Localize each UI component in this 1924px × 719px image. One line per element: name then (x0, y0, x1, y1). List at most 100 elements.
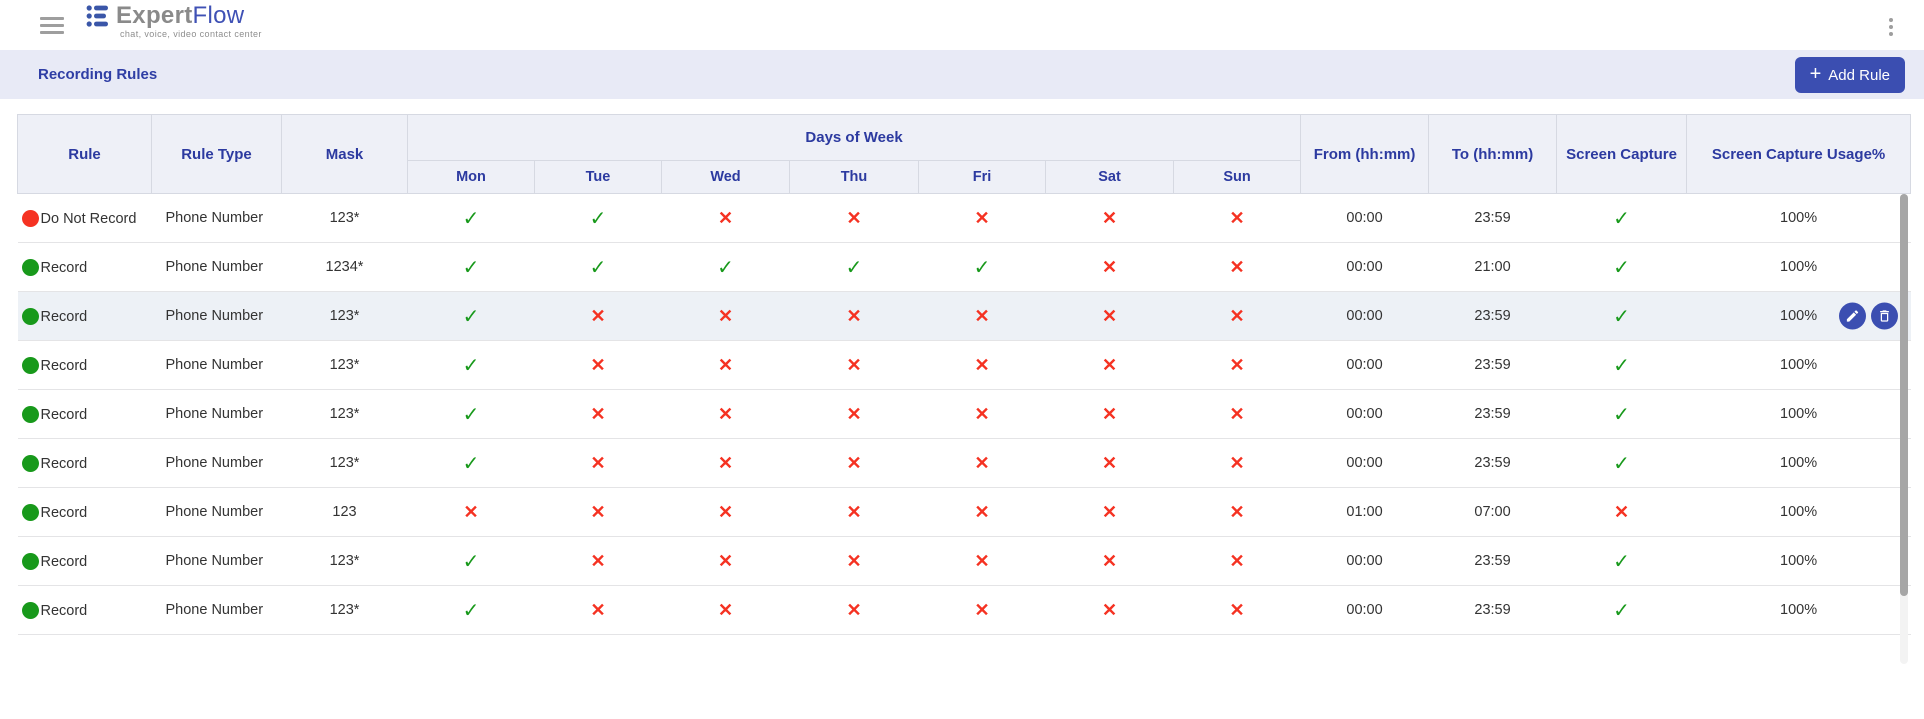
day-sun-cell: ✕ (1173, 340, 1301, 390)
rule-type-cell: Phone Number (151, 536, 282, 586)
day-fri-cell: ✕ (918, 193, 1046, 243)
from-cell: 00:00 (1300, 291, 1429, 341)
day-wed-cell: ✕ (661, 291, 790, 341)
kebab-menu-icon[interactable] (1884, 13, 1898, 41)
to-cell: 23:59 (1428, 438, 1557, 488)
status-dot (21, 503, 39, 521)
table-row[interactable]: Record Phone Number 123* ✓ ✕ ✕ ✕ ✕ ✕ ✕ 0… (17, 585, 1911, 635)
status-dot (21, 356, 39, 374)
day-mon-cell: ✓ (407, 340, 535, 390)
usage-cell: 100% (1686, 193, 1911, 243)
table-row[interactable]: Record Phone Number 123 ✕ ✕ ✕ ✕ ✕ ✕ ✕ 01… (17, 487, 1911, 537)
day-thu-cell: ✕ (789, 536, 919, 586)
rule-type-cell: Phone Number (151, 487, 282, 537)
from-cell: 00:00 (1300, 340, 1429, 390)
rule-cell: Record (17, 389, 152, 439)
from-cell: 00:00 (1300, 389, 1429, 439)
day-sun-cell: ✕ (1173, 389, 1301, 439)
table-row[interactable]: Record Phone Number 123* ✓ ✕ ✕ ✕ ✕ ✕ ✕ 0… (17, 291, 1911, 341)
logo-mark-icon (86, 5, 108, 27)
from-cell: 00:00 (1300, 438, 1429, 488)
rule-cell: Record (17, 340, 152, 390)
from-cell: 00:00 (1300, 193, 1429, 243)
table-row[interactable]: Record Phone Number 1234* ✓ ✓ ✓ ✓ ✓ ✕ ✕ … (17, 242, 1911, 292)
recording-rules-table: Rule Rule Type Mask Days of Week From (h… (17, 114, 1912, 664)
day-fri-cell: ✕ (918, 438, 1046, 488)
status-dot (21, 454, 39, 472)
day-thu-cell: ✕ (789, 291, 919, 341)
scrollbar-thumb[interactable] (1900, 194, 1908, 596)
rule-label: Record (40, 455, 88, 472)
rule-label: Record (40, 259, 88, 276)
day-mon-cell: ✓ (407, 438, 535, 488)
to-cell: 23:59 (1428, 389, 1557, 439)
rule-type-cell: Phone Number (151, 389, 282, 439)
screen-capture-cell: ✓ (1556, 389, 1687, 439)
table-row[interactable]: Record Phone Number 123* ✓ ✕ ✕ ✕ ✕ ✕ ✕ 0… (17, 389, 1911, 439)
trash-icon (1879, 310, 1889, 322)
screen-capture-cell: ✓ (1556, 585, 1687, 635)
usage-value: 100% (1780, 553, 1818, 569)
day-sun-cell: ✕ (1173, 487, 1301, 537)
day-wed-cell: ✕ (661, 389, 790, 439)
day-mon-cell: ✓ (407, 242, 535, 292)
day-thu-cell: ✕ (789, 389, 919, 439)
screen-capture-cell: ✓ (1556, 340, 1687, 390)
rule-type-cell: Phone Number (151, 438, 282, 488)
day-tue-cell: ✕ (534, 438, 662, 488)
day-tue-cell: ✕ (534, 340, 662, 390)
usage-value: 100% (1780, 504, 1818, 520)
day-thu-cell: ✕ (789, 438, 919, 488)
mask-cell: 123* (281, 536, 408, 586)
day-fri-cell: ✕ (918, 340, 1046, 390)
day-tue-cell: ✕ (534, 585, 662, 635)
rule-cell: Record (17, 291, 152, 341)
screen-capture-cell: ✓ (1556, 536, 1687, 586)
screen-capture-cell: ✕ (1556, 487, 1687, 537)
day-thu-cell: ✕ (789, 193, 919, 243)
table-row[interactable]: Record Phone Number 123* ✓ ✕ ✕ ✕ ✕ ✕ ✕ 0… (17, 340, 1911, 390)
rule-label: Record (40, 504, 88, 521)
edit-rule-button[interactable] (1838, 302, 1866, 330)
add-rule-button[interactable]: + Add Rule (1794, 57, 1905, 93)
table-row[interactable]: Do Not Record Phone Number 123* ✓ ✓ ✕ ✕ … (17, 193, 1911, 243)
rule-type-cell: Phone Number (151, 193, 282, 243)
day-tue-cell: ✕ (534, 536, 662, 586)
rule-label: Record (40, 308, 88, 325)
from-cell: 00:00 (1300, 242, 1429, 292)
day-wed-cell: ✕ (661, 536, 790, 586)
day-mon-cell: ✓ (407, 193, 535, 243)
table-row[interactable]: Record Phone Number 123* ✓ ✕ ✕ ✕ ✕ ✕ ✕ 0… (17, 438, 1911, 488)
usage-cell: 100% (1686, 438, 1911, 488)
col-header-fri: Fri (918, 160, 1046, 194)
day-wed-cell: ✕ (661, 487, 790, 537)
day-sat-cell: ✕ (1045, 585, 1174, 635)
col-header-to: To (hh:mm) (1428, 114, 1558, 194)
add-rule-label: Add Rule (1828, 66, 1890, 84)
mask-cell: 123 (281, 487, 408, 537)
usage-value: 100% (1780, 455, 1818, 471)
col-header-sun: Sun (1172, 160, 1302, 194)
rule-type-cell: Phone Number (151, 242, 282, 292)
table-header: Rule Rule Type Mask Days of Week From (h… (17, 114, 1912, 194)
day-fri-cell: ✕ (918, 487, 1046, 537)
table-row[interactable]: Record Phone Number 123* ✓ ✕ ✕ ✕ ✕ ✕ ✕ 0… (17, 536, 1911, 586)
usage-value: 100% (1780, 210, 1818, 226)
col-header-mask: Mask (281, 114, 408, 194)
usage-value: 100% (1780, 357, 1818, 373)
day-thu-cell: ✓ (789, 242, 919, 292)
delete-rule-button[interactable] (1870, 302, 1898, 330)
table-body: Do Not Record Phone Number 123* ✓ ✓ ✕ ✕ … (17, 193, 1911, 635)
day-sun-cell: ✕ (1173, 193, 1301, 243)
col-header-sat: Sat (1045, 160, 1174, 194)
brand-secondary: Flow (192, 2, 245, 29)
day-thu-cell: ✕ (789, 340, 919, 390)
col-header-wed: Wed (661, 160, 790, 194)
day-sun-cell: ✕ (1173, 242, 1301, 292)
brand-tagline: chat, voice, video contact center (120, 29, 262, 39)
usage-cell: 100% (1686, 585, 1911, 635)
hamburger-icon[interactable] (40, 17, 64, 34)
usage-value: 100% (1780, 259, 1818, 275)
usage-cell: 100% (1686, 536, 1911, 586)
col-header-from: From (hh:mm) (1300, 114, 1430, 194)
